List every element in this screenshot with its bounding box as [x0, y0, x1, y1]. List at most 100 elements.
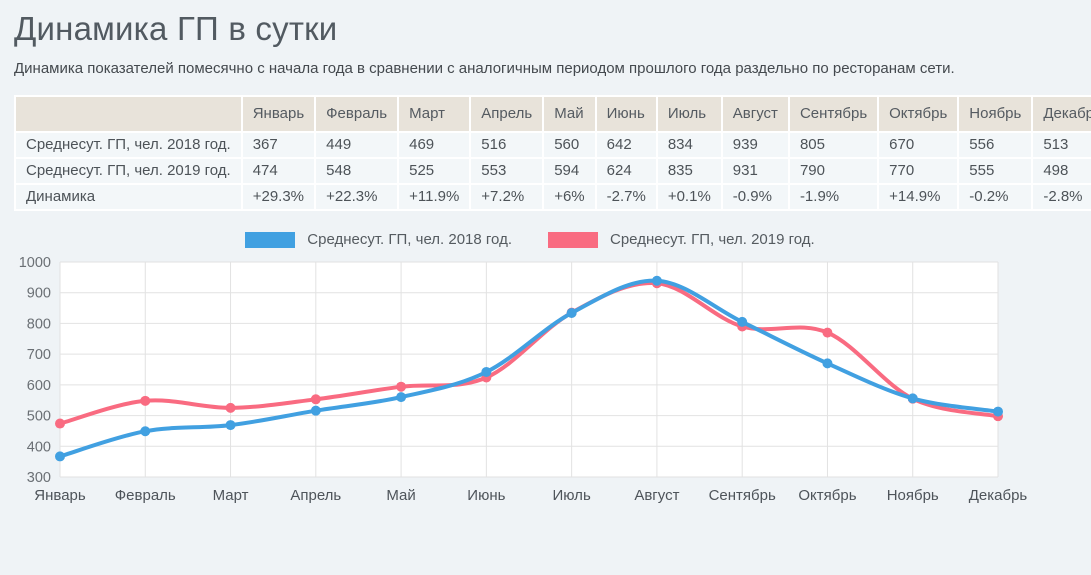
- month-header-cell: Июнь: [596, 97, 656, 131]
- dynamics-value-cell: +0.1%: [657, 185, 721, 209]
- dynamics-value-cell: +6%: [544, 185, 595, 209]
- data-point-2018[interactable]: [737, 316, 748, 327]
- month-header-cell: Октябрь: [879, 97, 958, 131]
- table-header: Январь Февраль Март Апрель Май Июнь Июль Август…: [16, 97, 1091, 131]
- data-point-2019[interactable]: [822, 327, 833, 338]
- dynamics-value-cell: +11.9%: [399, 185, 470, 209]
- y-axis-tick-label: 600: [27, 378, 51, 394]
- value-cell: 553: [471, 159, 543, 183]
- dynamics-value-cell: +7.2%: [471, 185, 543, 209]
- data-point-2019[interactable]: [140, 395, 151, 406]
- dynamics-value-cell: -2.8%: [1033, 185, 1091, 209]
- value-cell: 939: [722, 133, 788, 157]
- x-axis-tick-label: Май: [386, 487, 415, 504]
- legend-label: Среднесут. ГП, чел. 2019 год.: [610, 231, 815, 248]
- x-axis-tick-label: Март: [213, 487, 249, 504]
- value-cell: 642: [596, 133, 656, 157]
- data-point-2018[interactable]: [481, 366, 492, 377]
- data-point-2018[interactable]: [822, 358, 833, 369]
- line-chart[interactable]: 300 400 500 600 700 800 900 1000 Январь Февраль Ма…: [14, 254, 1077, 527]
- month-header-cell: Май: [544, 97, 595, 131]
- page: Динамика ГП в сутки Динамика показателей…: [14, 10, 1091, 527]
- chart-canvas[interactable]: 300 400 500 600 700 800 900 1000 Январь Февраль Ма…: [14, 254, 1077, 522]
- x-axis-tick-label: Июнь: [467, 487, 505, 504]
- dynamics-value-cell: -0.9%: [722, 185, 788, 209]
- table-row: Среднесут. ГП, чел. 2018 год. 367 449 469 51…: [16, 133, 1091, 157]
- table-body: Среднесут. ГП, чел. 2018 год. 367 449 469 51…: [16, 133, 1091, 209]
- x-axis-tick-label: Октябрь: [798, 487, 856, 504]
- data-point-2018[interactable]: [55, 451, 65, 462]
- data-point-2018[interactable]: [310, 405, 321, 416]
- month-header-cell: Март: [399, 97, 470, 131]
- month-header-cell: Июль: [657, 97, 721, 131]
- data-point-2018[interactable]: [566, 307, 577, 318]
- month-header-cell: Январь: [242, 97, 315, 131]
- legend-label: Среднесут. ГП, чел. 2018 год.: [307, 231, 512, 248]
- x-axis-tick-label: Ноябрь: [887, 487, 939, 504]
- value-cell: 474: [242, 159, 315, 183]
- y-axis-tick-label: 400: [27, 439, 51, 455]
- row-label: Среднесут. ГП, чел. 2018 год.: [16, 133, 241, 157]
- page-subtitle: Динамика показателей помесячно с начала …: [14, 60, 955, 77]
- month-header-cell: Август: [722, 97, 788, 131]
- data-point-2019[interactable]: [225, 402, 236, 413]
- data-point-2018[interactable]: [140, 426, 151, 437]
- x-axis-tick-label: Сентябрь: [709, 487, 776, 504]
- legend-item-2019[interactable]: Среднесут. ГП, чел. 2019 год.: [548, 231, 815, 248]
- value-cell: 556: [959, 133, 1032, 157]
- x-axis-tick-label: Декабрь: [969, 487, 1028, 504]
- page-title: Динамика ГП в сутки: [14, 10, 338, 47]
- data-point-2019[interactable]: [310, 394, 321, 405]
- value-cell: 931: [722, 159, 788, 183]
- month-header-cell: Ноябрь: [959, 97, 1032, 131]
- value-cell: 555: [959, 159, 1032, 183]
- data-point-2018[interactable]: [225, 420, 236, 431]
- dynamics-value-cell: -1.9%: [789, 185, 878, 209]
- dynamics-value-cell: +29.3%: [242, 185, 315, 209]
- y-axis-tick-label: 700: [27, 347, 51, 363]
- value-cell: 516: [471, 133, 543, 157]
- month-header-cell: Декабрь: [1033, 97, 1091, 131]
- data-point-2018[interactable]: [396, 392, 407, 403]
- dynamics-value-cell: +22.3%: [316, 185, 398, 209]
- dynamics-value-cell: +14.9%: [879, 185, 958, 209]
- value-cell: 560: [544, 133, 595, 157]
- data-point-2018[interactable]: [651, 275, 662, 286]
- legend-swatch-icon: [548, 231, 598, 248]
- legend-item-2018[interactable]: Среднесут. ГП, чел. 2018 год.: [245, 231, 512, 248]
- series-line-2018: [58, 278, 1000, 459]
- x-axis-tick-label: Февраль: [115, 487, 176, 504]
- x-axis-tick-label: Июль: [552, 487, 590, 504]
- y-axis-tick-label: 300: [27, 470, 51, 486]
- x-axis-tick-label: Январь: [34, 487, 86, 504]
- dynamics-value-cell: -2.7%: [596, 185, 656, 209]
- table-corner-cell: [16, 97, 241, 131]
- month-header-cell: Сентябрь: [789, 97, 878, 131]
- value-cell: 498: [1033, 159, 1091, 183]
- data-point-2019[interactable]: [396, 381, 407, 392]
- data-point-2019[interactable]: [55, 418, 65, 429]
- value-cell: 834: [657, 133, 721, 157]
- dynamics-value-cell: -0.2%: [959, 185, 1032, 209]
- monthly-stats-table: Январь Февраль Март Апрель Май Июнь Июль Август…: [14, 95, 1091, 211]
- value-cell: 525: [399, 159, 470, 183]
- y-axis-tick-label: 1000: [19, 255, 51, 271]
- data-point-2018[interactable]: [993, 406, 1003, 417]
- value-cell: 805: [789, 133, 878, 157]
- y-axis-tick-label: 900: [27, 286, 51, 302]
- plot-area: [60, 262, 998, 477]
- value-cell: 594: [544, 159, 595, 183]
- value-cell: 449: [316, 133, 398, 157]
- row-label: Динамика: [16, 185, 241, 209]
- row-label: Среднесут. ГП, чел. 2019 год.: [16, 159, 241, 183]
- value-cell: 469: [399, 133, 470, 157]
- value-cell: 670: [879, 133, 958, 157]
- chart-legend: Среднесут. ГП, чел. 2018 год. Среднесут. …: [60, 231, 1000, 248]
- value-cell: 790: [789, 159, 878, 183]
- legend-swatch-icon: [245, 231, 296, 248]
- table-row: Динамика +29.3% +22.3% +11.9% +7.2% +6% -2.7% +…: [16, 185, 1091, 209]
- value-cell: 513: [1033, 133, 1091, 157]
- y-axis-tick-label: 800: [27, 316, 51, 332]
- table-header-row: Январь Февраль Март Апрель Май Июнь Июль Август…: [16, 97, 1091, 131]
- data-point-2018[interactable]: [907, 393, 918, 404]
